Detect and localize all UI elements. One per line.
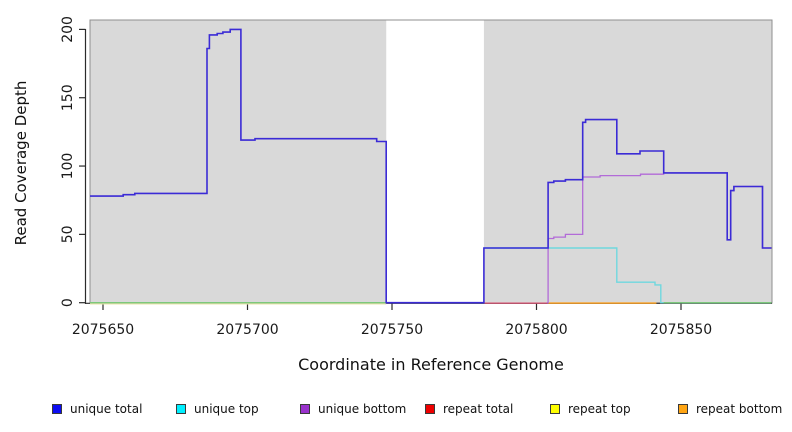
legend-item-repeat-bottom: repeat bottom: [678, 399, 782, 419]
series-unique-total-line: [90, 28, 772, 304]
legend-swatch-unique-top: [176, 404, 186, 414]
x-tick-label: 2075850: [650, 322, 712, 338]
y-axis-title: Read Coverage Depth: [12, 80, 30, 246]
y-tick-label: 100: [60, 153, 76, 180]
legend-label: unique top: [194, 402, 259, 416]
legend-item-unique-total: unique total: [52, 399, 142, 419]
x-tick-label: 2075650: [72, 322, 134, 338]
legend: unique total unique top unique bottom re…: [0, 399, 792, 421]
x-tick-label: 2075800: [505, 322, 567, 338]
legend-label: unique bottom: [318, 402, 407, 416]
y-tick-label: 200: [60, 16, 76, 43]
legend-swatch-repeat-top: [550, 404, 560, 414]
legend-swatch-repeat-total: [425, 404, 435, 414]
legend-label: repeat top: [568, 402, 631, 416]
x-tick-label: 2075750: [361, 322, 423, 338]
legend-label: unique total: [70, 402, 143, 416]
y-tick-label: 150: [60, 84, 76, 111]
coverage-plot-svg: 2075650 2075700 2075750 2075800 2075850 0 50 10…: [60, 16, 773, 338]
legend-label: repeat bottom: [696, 402, 783, 416]
x-axis-title: Coordinate in Reference Genome: [298, 355, 564, 374]
legend-item-repeat-top: repeat top: [550, 399, 631, 419]
legend-swatch-repeat-bottom: [678, 404, 688, 414]
y-tick-label: 0: [60, 298, 76, 307]
legend-item-unique-top: unique top: [176, 399, 259, 419]
x-tick-label: 2075700: [216, 322, 278, 338]
legend-label: repeat total: [443, 402, 514, 416]
legend-swatch-unique-bottom: [300, 404, 310, 414]
legend-swatch-unique-total: [52, 404, 62, 414]
series-unique-top-line: [483, 247, 772, 304]
legend-item-unique-bottom: unique bottom: [300, 399, 406, 419]
gap-region: [386, 20, 484, 303]
y-tick-label: 50: [60, 225, 76, 243]
legend-item-repeat-total: repeat total: [425, 399, 513, 419]
